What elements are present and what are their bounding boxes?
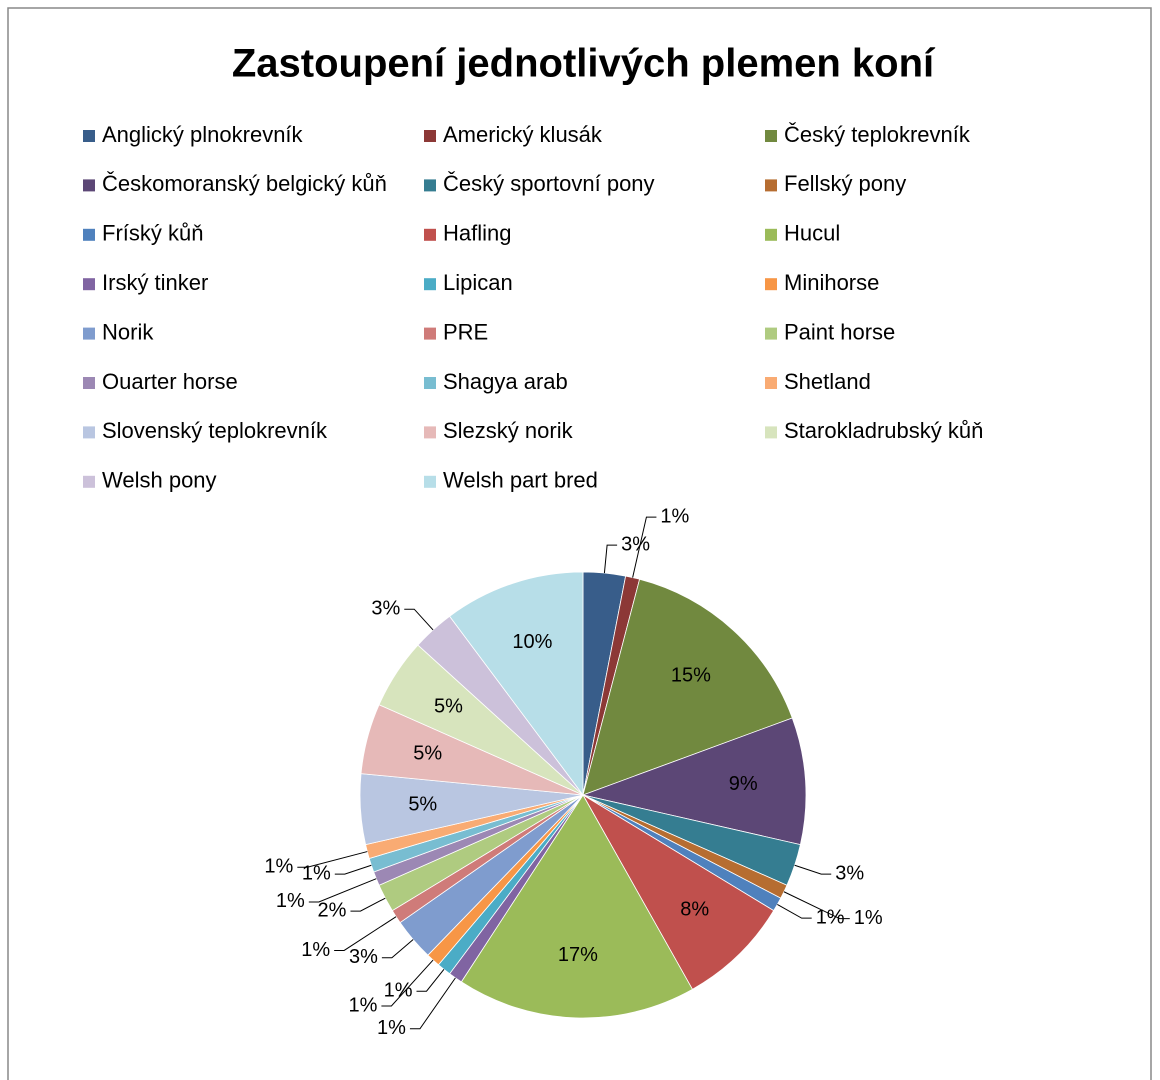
data-label: 1% (854, 907, 883, 929)
legend-label: Český sportovní pony (443, 171, 655, 196)
leader-line (794, 864, 832, 875)
data-label: 3% (349, 946, 378, 968)
pie-slice (581, 717, 807, 846)
data-label: 1% (301, 939, 330, 961)
legend-swatch (765, 426, 777, 439)
leader-line (334, 864, 372, 875)
legend-label: Shetland (784, 369, 871, 394)
data-label: 1% (264, 856, 293, 878)
leader-line (297, 851, 368, 868)
legend-label: Hafling (443, 221, 511, 246)
legend-swatch (765, 179, 777, 192)
legend-label: Český teplokrevník (784, 122, 971, 147)
leader-line (308, 878, 377, 903)
leader-line (409, 977, 456, 1030)
legend-swatch (424, 179, 436, 192)
leader-line (416, 969, 445, 992)
leader-line (404, 608, 434, 631)
legend-label: Americký klusák (443, 122, 603, 147)
legend-swatch (424, 377, 436, 389)
data-label: 1% (816, 906, 845, 928)
legend-label: Starokladrubský kůň (784, 418, 983, 443)
data-label: 3% (621, 533, 650, 555)
chart-title: Zastoupení jednotlivých plemen koní (232, 42, 936, 86)
leader-line (632, 516, 657, 578)
legend-swatch (765, 130, 777, 142)
legend-swatch (424, 475, 436, 488)
data-label: 9% (729, 773, 758, 795)
legend-label: Slovenský teplokrevník (102, 418, 328, 443)
legend-swatch (83, 377, 95, 389)
data-label: 1% (276, 890, 305, 912)
data-label: 17% (558, 944, 598, 966)
legend-label: Fellský pony (784, 171, 906, 196)
legend-swatch (424, 426, 436, 439)
legend-swatch (765, 377, 777, 389)
leader-line (381, 959, 434, 1007)
legend-label: Welsh part bred (443, 468, 598, 493)
pie-slice (460, 794, 693, 1019)
legend-label: Irský tinker (102, 270, 208, 295)
data-label: 2% (318, 899, 347, 921)
data-label: 1% (660, 505, 689, 527)
pie-slice (449, 571, 584, 797)
data-label: 3% (835, 862, 864, 884)
data-label: 3% (371, 597, 400, 619)
data-label: 1% (348, 994, 377, 1016)
legend-label: Minihorse (784, 270, 879, 295)
legend-swatch (83, 130, 95, 142)
data-label: 10% (512, 631, 552, 653)
legend-swatch (83, 278, 95, 291)
data-label: 1% (302, 862, 331, 884)
legend-swatch (424, 130, 436, 142)
legend-swatch (83, 475, 95, 488)
data-label: 5% (413, 743, 442, 765)
legend-label: Lipican (443, 270, 513, 295)
legend-swatch (765, 228, 777, 241)
legend-swatch (83, 327, 95, 340)
legend-swatch (83, 228, 95, 241)
legend-label: Fríský kůň (102, 221, 203, 246)
legend-label: Shagya arab (443, 369, 568, 394)
data-label: 5% (434, 696, 463, 718)
legend-swatch (424, 327, 436, 340)
legend-label: Anglický plnokrevník (102, 122, 304, 147)
legend-label: Welsh pony (102, 468, 217, 493)
data-label: 15% (671, 664, 711, 686)
leader-line (334, 916, 397, 951)
legend-swatch (765, 327, 777, 340)
legend-swatch (83, 179, 95, 192)
legend-label: Paint horse (784, 319, 895, 344)
leader-line (777, 903, 812, 919)
data-label: 8% (680, 899, 709, 921)
legend-label: Norik (102, 319, 154, 344)
data-label: 5% (408, 794, 437, 816)
legend-swatch (765, 278, 777, 291)
leader-line (783, 891, 850, 920)
legend-label: Slezský norik (443, 418, 574, 443)
legend-label: PRE (443, 319, 488, 344)
data-label: 1% (377, 1017, 406, 1039)
legend-label: Hucul (784, 221, 840, 246)
leader-line (381, 939, 414, 959)
pie-slice (581, 793, 775, 990)
leader-line (350, 897, 386, 912)
legend-swatch (424, 278, 436, 291)
pie-slice (582, 578, 793, 796)
legend-swatch (83, 426, 95, 439)
legend-label: Ouarter horse (102, 369, 238, 394)
legend-label: Českomoranský belgický kůň (102, 171, 387, 196)
leader-line (603, 544, 618, 574)
data-label: 1% (384, 980, 413, 1002)
legend-swatch (424, 228, 436, 241)
